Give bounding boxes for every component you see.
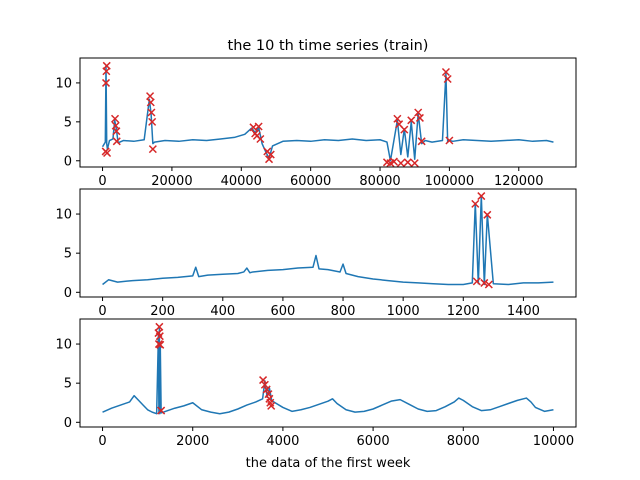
anomaly-marker — [484, 280, 493, 289]
x-tick-label: 10000 — [533, 434, 574, 449]
x-tick-label: 4000 — [266, 434, 299, 449]
anomaly-marker — [148, 145, 157, 154]
x-tick-label: 1200 — [447, 304, 480, 319]
y-tick-label: 0 — [64, 416, 72, 431]
panel-bottom: 0 2000 4000 6000 8000 10000 0 5 10 the data of t… — [55, 318, 577, 471]
anomaly-marker — [393, 114, 402, 123]
anomaly-marker — [477, 192, 486, 201]
x-tick-label: 20000 — [151, 174, 192, 189]
anomaly-marker — [262, 385, 271, 394]
anomaly-marker — [265, 155, 274, 164]
anomaly-marker — [480, 278, 489, 287]
anomaly-marker — [389, 157, 398, 166]
y-tick-label: 5 — [64, 377, 72, 392]
x-tick-label: 1000 — [387, 304, 420, 319]
series-layer-top — [101, 65, 554, 162]
x-tick-label: 200 — [150, 304, 175, 319]
x-tick-label: 100000 — [425, 174, 475, 189]
x-tick-label: 40000 — [221, 174, 262, 189]
x-axis-label: the data of the first week — [246, 456, 411, 471]
ticks-top: 0 20000 40000 60000 80000 100000 120000 0 5 10 — [55, 76, 543, 189]
anomaly-marker — [400, 125, 409, 134]
anomaly-marker — [155, 322, 164, 331]
y-tick-label: 5 — [64, 247, 72, 262]
panel-middle: 0 200 400 600 800 1000 1200 1400 0 5 10 — [55, 188, 577, 319]
x-tick-label: 6000 — [357, 434, 390, 449]
anomaly-marker — [260, 380, 269, 389]
x-tick-label: 0 — [98, 434, 106, 449]
anomaly-layer-top — [101, 61, 454, 168]
x-tick-label: 120000 — [494, 174, 544, 189]
panel-top: the 10 th time series (train) 0 20000 4000… — [55, 38, 577, 189]
chart-title: the 10 th time series (train) — [228, 38, 429, 54]
anomaly-marker — [101, 78, 111, 87]
anomaly-layer-bottom — [154, 322, 276, 415]
axes-frame-bottom — [79, 318, 577, 428]
x-tick-label: 2000 — [176, 434, 209, 449]
axes-frame-middle — [79, 188, 577, 298]
y-tick-label: 0 — [64, 154, 72, 169]
anomaly-marker — [103, 148, 112, 158]
x-tick-label: 0 — [98, 174, 106, 189]
x-tick-label: 60000 — [290, 174, 331, 189]
anomaly-marker — [147, 108, 156, 117]
anomaly-marker — [148, 117, 157, 126]
anomaly-marker — [112, 137, 121, 146]
anomaly-marker — [155, 332, 164, 341]
anomaly-layer-middle — [471, 192, 493, 289]
y-tick-label: 10 — [55, 76, 72, 91]
anomaly-marker — [111, 114, 120, 123]
anomaly-marker — [267, 401, 276, 410]
anomaly-marker — [266, 150, 275, 159]
anomaly-marker — [443, 74, 452, 84]
anomaly-marker — [410, 159, 419, 168]
anomaly-marker — [259, 376, 268, 385]
anomaly-marker — [407, 116, 416, 125]
anomaly-marker — [415, 113, 424, 122]
ticks-middle: 0 200 400 600 800 1000 1200 1400 0 5 10 — [55, 208, 539, 319]
series-line-middle-0 — [102, 195, 554, 286]
anomaly-marker — [483, 210, 492, 219]
axes-frame-top — [79, 57, 577, 168]
anomaly-marker — [256, 134, 265, 144]
x-tick-label: 1400 — [507, 304, 540, 319]
x-tick-label: 0 — [98, 304, 106, 319]
anomaly-marker — [254, 122, 263, 131]
y-tick-label: 5 — [64, 115, 72, 130]
anomaly-marker — [146, 98, 155, 107]
y-tick-label: 10 — [55, 208, 72, 223]
anomaly-marker — [441, 67, 450, 77]
x-tick-label: 400 — [210, 304, 235, 319]
anomaly-marker — [112, 127, 121, 136]
series-line-top-0 — [101, 65, 554, 162]
anomaly-marker — [472, 277, 481, 286]
anomaly-marker — [417, 137, 426, 146]
anomaly-marker — [471, 199, 480, 208]
anomaly-marker — [102, 61, 111, 70]
anomaly-marker — [396, 159, 405, 168]
y-tick-label: 0 — [64, 286, 72, 301]
y-tick-label: 10 — [55, 338, 72, 353]
x-tick-label: 600 — [270, 304, 295, 319]
x-tick-label: 8000 — [447, 434, 480, 449]
x-tick-label: 800 — [331, 304, 356, 319]
anomaly-marker — [445, 136, 454, 145]
ticks-bottom: 0 2000 4000 6000 8000 10000 0 5 10 — [55, 338, 574, 449]
anomaly-marker — [414, 108, 423, 117]
x-tick-label: 80000 — [359, 174, 400, 189]
anomaly-marker — [403, 158, 412, 167]
anomaly-marker — [157, 406, 166, 415]
anomaly-marker — [156, 340, 165, 349]
series-layer-middle — [102, 195, 554, 286]
